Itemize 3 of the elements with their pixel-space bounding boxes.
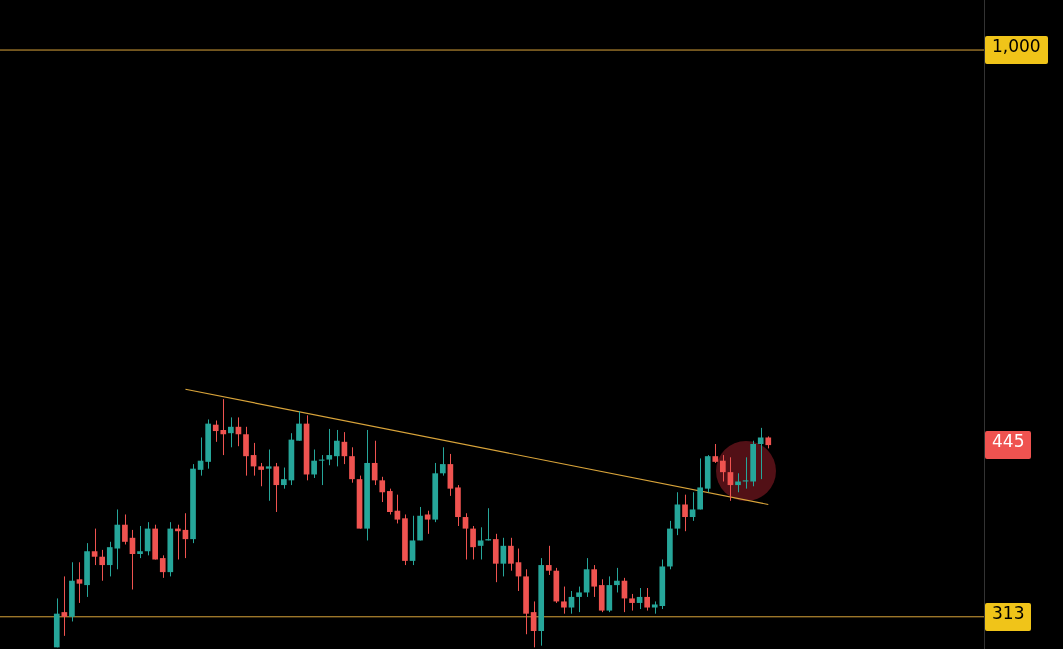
- y-tick-label: 313: [985, 602, 1032, 631]
- y-tick-label: 1,000: [985, 36, 1048, 65]
- y-tick-label: 445: [985, 431, 1032, 460]
